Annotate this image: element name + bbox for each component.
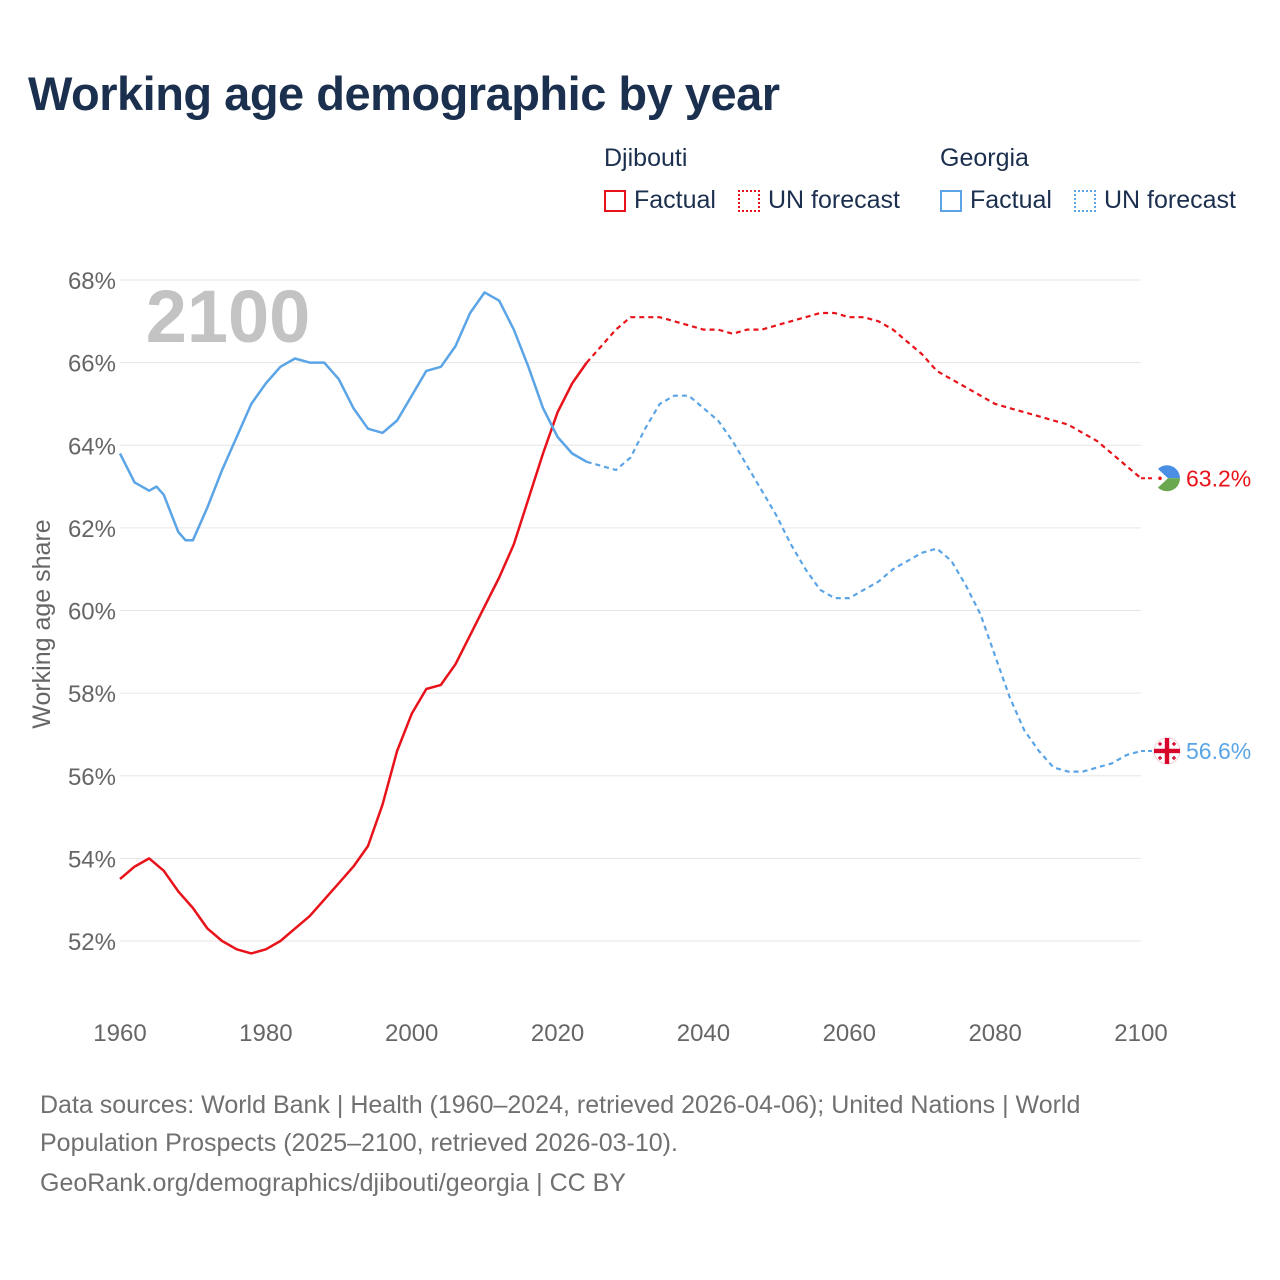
legend-label: Factual xyxy=(970,186,1052,214)
legend-item-georgia-forecast[interactable]: UN forecast xyxy=(1074,186,1236,215)
y-tick-label: 64% xyxy=(68,433,116,460)
georgia-flag-icon xyxy=(1153,737,1181,765)
x-axis: 1960 1980 2000 2020 2040 2060 2080 2100 xyxy=(93,1020,1167,1047)
legend-item-djibouti-factual[interactable]: Factual xyxy=(604,186,716,215)
djibouti-flag-icon xyxy=(1154,465,1180,492)
legend-label: UN forecast xyxy=(1104,186,1236,214)
series-line-djibouti-factual[interactable] xyxy=(119,361,588,955)
y-tick-label: 52% xyxy=(68,929,116,956)
footer-sources-line1: Data sources: World Bank | Health (1960–… xyxy=(40,1091,1081,1119)
y-axis: 52% 54% 56% 58% 60% 62% 64% 66% 68% xyxy=(68,268,116,956)
legend-label: Factual xyxy=(634,186,716,214)
chart-title: Working age demographic by year xyxy=(28,67,780,120)
legend-swatch-dotted-icon xyxy=(1074,189,1096,212)
x-tick-label: 2040 xyxy=(677,1020,730,1047)
legend-item-djibouti-forecast[interactable]: UN forecast xyxy=(738,186,900,215)
y-tick-label: 54% xyxy=(68,846,116,873)
legend-country-djibouti: Djibouti xyxy=(604,144,688,172)
x-tick-label: 1960 xyxy=(93,1020,146,1047)
y-tick-label: 56% xyxy=(68,764,116,791)
grid-layer xyxy=(120,279,1141,942)
y-tick-label: 68% xyxy=(68,268,116,295)
series-line-djibouti-forecast[interactable] xyxy=(585,311,1142,480)
y-tick-label: 58% xyxy=(68,681,116,708)
x-tick-label: 2080 xyxy=(968,1020,1021,1047)
end-labels: 63.2% 56.6% xyxy=(1141,465,1251,765)
y-tick-label: 62% xyxy=(68,516,116,543)
legend-item-georgia-factual[interactable]: Factual xyxy=(940,186,1052,215)
x-tick-label: 2020 xyxy=(531,1020,584,1047)
x-tick-label: 2060 xyxy=(823,1020,876,1047)
y-tick-label: 60% xyxy=(68,599,116,626)
series-layer xyxy=(118,291,1142,955)
footer-sources-line2: Population Prospects (2025–2100, retriev… xyxy=(40,1129,678,1157)
x-tick-label: 2100 xyxy=(1114,1020,1167,1047)
series-line-georgia-forecast[interactable] xyxy=(586,394,1142,773)
end-value-label-djibouti: 63.2% xyxy=(1186,465,1251,491)
y-tick-label: 66% xyxy=(68,351,116,378)
footer-attribution[interactable]: GeoRank.org/demographics/djibouti/georgi… xyxy=(40,1169,626,1197)
series-line-georgia-factual[interactable] xyxy=(118,291,588,542)
y-axis-label: Working age share xyxy=(28,519,56,728)
x-tick-label: 1980 xyxy=(239,1020,292,1047)
legend-swatch-solid-icon xyxy=(940,189,962,212)
legend-label: UN forecast xyxy=(768,186,900,214)
legend-swatch-dotted-icon xyxy=(738,189,760,212)
x-tick-label: 2000 xyxy=(385,1020,438,1047)
year-watermark: 2100 xyxy=(146,275,311,358)
legend-group-djibouti: Djibouti Factual UN forecast xyxy=(604,144,900,214)
legend-group-georgia: Georgia Factual UN forecast xyxy=(940,144,1236,214)
legend-country-georgia: Georgia xyxy=(940,144,1029,172)
end-value-label-georgia: 56.6% xyxy=(1186,738,1251,764)
legend-swatch-solid-icon xyxy=(604,189,626,212)
